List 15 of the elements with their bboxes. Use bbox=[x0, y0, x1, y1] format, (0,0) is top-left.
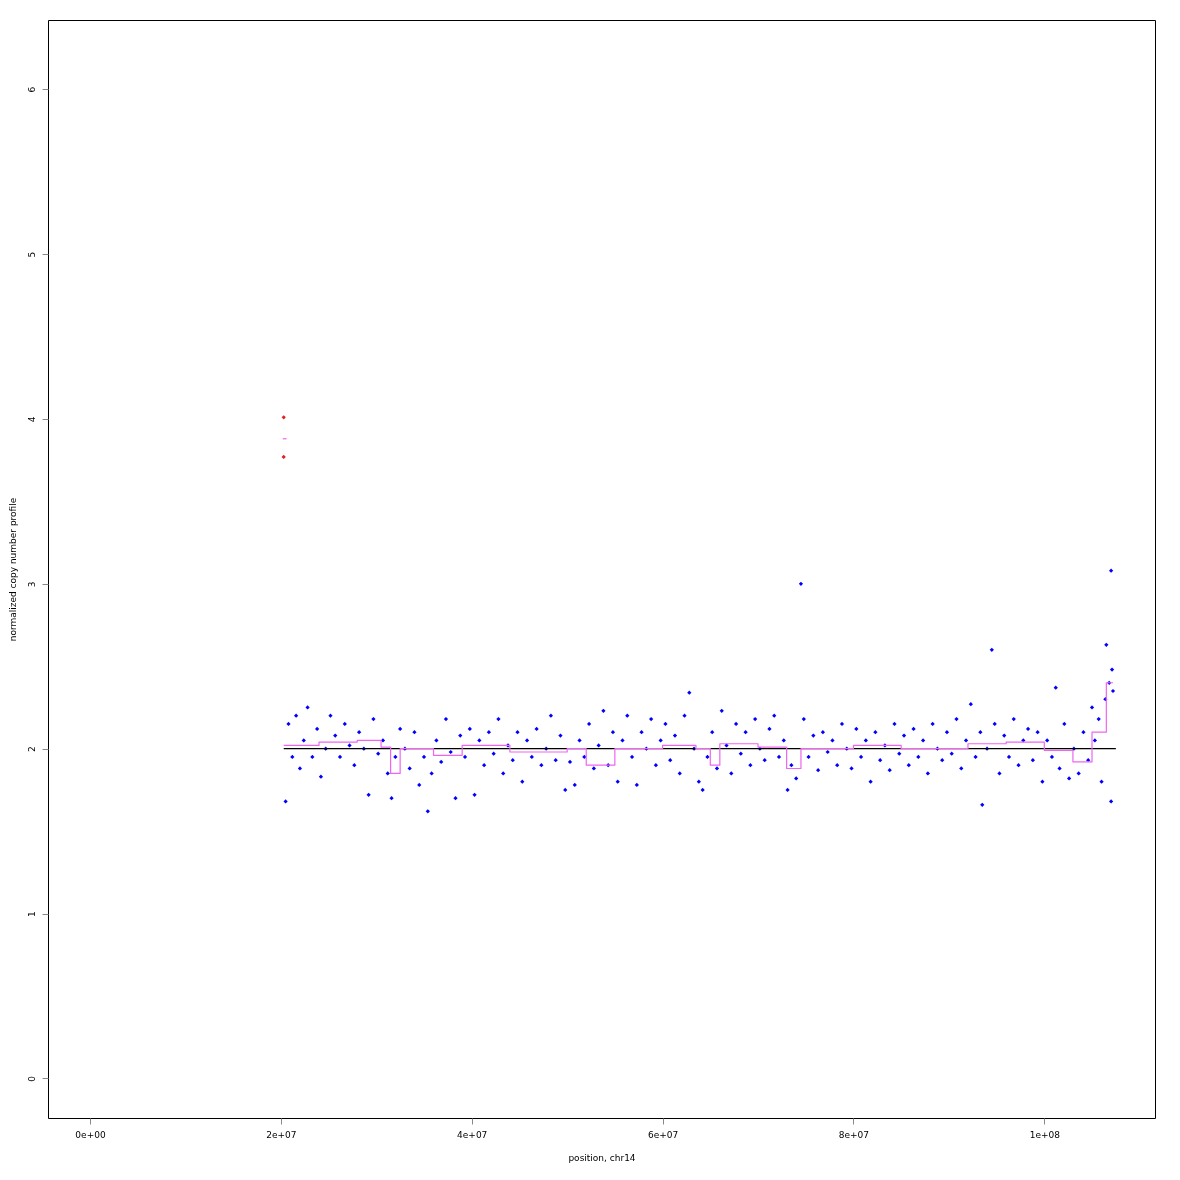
y-axis-title: normalized copy number profile bbox=[7, 497, 18, 642]
x-tick-label: 2e+07 bbox=[266, 1129, 297, 1140]
y-tick-label: 1 bbox=[26, 911, 37, 917]
x-tick-label: 1e+08 bbox=[1029, 1129, 1061, 1140]
y-tick-label: 0 bbox=[26, 1075, 37, 1082]
y-tick-label: 4 bbox=[26, 416, 37, 423]
x-tick-label: 8e+07 bbox=[838, 1129, 870, 1140]
x-tick-label: 4e+07 bbox=[457, 1129, 488, 1140]
x-tick-label: 6e+07 bbox=[647, 1129, 679, 1140]
x-axis-title: position, chr14 bbox=[568, 1152, 636, 1163]
y-tick-label: 5 bbox=[26, 251, 37, 258]
y-tick-label: 6 bbox=[26, 86, 37, 93]
y-tick-label: 2 bbox=[26, 746, 37, 753]
x-tick-label: 0e+00 bbox=[75, 1129, 106, 1140]
y-tick-label: 3 bbox=[26, 581, 37, 588]
